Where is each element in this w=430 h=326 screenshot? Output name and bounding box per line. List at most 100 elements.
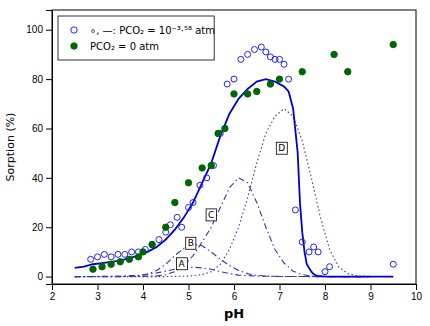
- line: [75, 79, 394, 276]
- legend-box: [58, 16, 214, 60]
- plot-frame: [52, 10, 416, 284]
- x-tick-mark: [416, 284, 417, 290]
- x-tick-label: 4: [141, 291, 147, 302]
- legend-label: PCO₂ = 0 atm: [90, 41, 159, 52]
- y-tick-mark: [46, 128, 52, 129]
- x-tick: 5: [186, 284, 192, 302]
- point: [174, 214, 180, 220]
- x-tick: 4: [141, 284, 147, 302]
- point: [331, 51, 337, 57]
- point: [222, 125, 228, 131]
- annotation: C: [206, 209, 216, 221]
- y-tick-label: 100: [26, 24, 43, 35]
- point: [95, 254, 101, 260]
- point: [277, 56, 283, 62]
- annotation-label: A: [179, 259, 186, 269]
- y-axis-line: [46, 11, 53, 285]
- point: [258, 44, 264, 50]
- point: [281, 61, 287, 67]
- point: [117, 259, 123, 265]
- annotation-box: [276, 142, 287, 154]
- annotation-box: [186, 237, 196, 249]
- point: [327, 264, 333, 270]
- y-tick: 80: [32, 74, 52, 85]
- y-tick: 40: [32, 173, 52, 184]
- x-tick-label: 10: [411, 291, 423, 302]
- y-tick-mark: [46, 178, 52, 179]
- legend-label: ∘, —: PCO₂ = 10⁻³·⁵⁸ atm: [90, 25, 215, 36]
- point: [224, 81, 230, 87]
- x-tick-label: 7: [277, 291, 283, 302]
- point: [186, 204, 192, 210]
- y-tick-mark: [46, 277, 52, 278]
- point: [215, 130, 221, 136]
- point: [208, 162, 214, 168]
- point: [140, 249, 146, 255]
- point: [292, 207, 298, 213]
- point: [156, 237, 162, 243]
- point: [244, 91, 250, 97]
- point: [172, 199, 178, 205]
- y-tick: 60: [32, 123, 52, 134]
- data-marks: [75, 41, 397, 276]
- y-axis-title: Sorption (%): [4, 113, 17, 182]
- y-tick-mark: [46, 227, 52, 228]
- y-tick-label: 40: [32, 173, 44, 184]
- point: [238, 56, 244, 62]
- point: [108, 261, 114, 267]
- point: [163, 224, 169, 230]
- x-tick: 6: [232, 284, 238, 302]
- plot-area: 2345678910020406080100ABCD∘, —: PCO₂ = 1…: [26, 10, 422, 302]
- point: [299, 69, 305, 75]
- point: [267, 81, 273, 87]
- point: [345, 69, 351, 75]
- y-axis: 020406080100: [26, 11, 52, 285]
- x-tick-mark: [189, 284, 190, 290]
- point: [185, 180, 191, 186]
- line: [75, 109, 394, 277]
- y-tick-label: 60: [32, 123, 44, 134]
- point: [190, 200, 196, 206]
- point: [99, 264, 105, 270]
- annotation-box: [206, 209, 216, 221]
- point: [322, 269, 328, 275]
- x-tick-label: 6: [232, 291, 238, 302]
- point: [231, 76, 237, 82]
- x-tick-label: 9: [368, 291, 374, 302]
- x-tick-label: 2: [50, 291, 56, 302]
- x-axis: 2 3 4 5 6 7 8 9 10: [50, 284, 423, 302]
- x-tick: 7: [277, 284, 283, 302]
- point: [251, 46, 257, 52]
- point: [299, 239, 305, 245]
- chart: 2345678910020406080100ABCD∘, —: PCO₂ = 1…: [0, 0, 430, 326]
- point: [197, 182, 203, 188]
- point: [311, 244, 317, 250]
- y-tick-mark: [46, 30, 52, 31]
- point: [129, 249, 135, 255]
- point: [122, 251, 128, 257]
- x-tick: 8: [323, 284, 329, 302]
- point: [286, 76, 292, 82]
- x-tick-mark: [98, 284, 99, 290]
- point: [115, 251, 121, 257]
- annotation: B: [186, 237, 196, 249]
- point: [90, 266, 96, 272]
- x-tick-mark: [371, 284, 372, 290]
- point: [315, 249, 321, 255]
- point: [101, 251, 107, 257]
- point: [126, 256, 132, 262]
- y-tick-mark: [46, 79, 52, 80]
- annotation-label: D: [278, 143, 285, 153]
- x-tick: 2: [50, 284, 56, 302]
- point: [149, 242, 155, 248]
- x-tick-mark: [325, 284, 326, 290]
- x-tick-label: 3: [95, 291, 101, 302]
- annotations: AB C D: [177, 142, 288, 270]
- y-tick: 0: [37, 271, 52, 282]
- x-axis-title: pH: [224, 306, 244, 321]
- point: [254, 88, 260, 94]
- x-tick-mark: [143, 284, 144, 290]
- x-tick-mark: [280, 284, 281, 290]
- point: [263, 49, 269, 55]
- point: [149, 241, 155, 247]
